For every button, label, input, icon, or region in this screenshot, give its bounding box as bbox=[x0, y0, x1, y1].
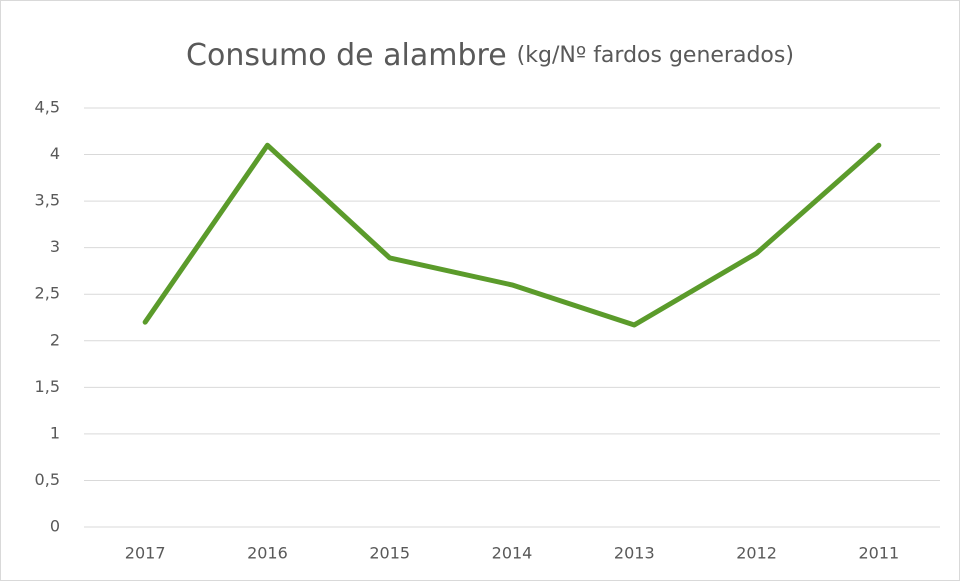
y-tick-label: 3,5 bbox=[35, 191, 60, 210]
x-tick-label: 2015 bbox=[369, 544, 410, 563]
title-sub: (kg/Nº fardos generados) bbox=[517, 43, 794, 68]
y-tick-label: 1 bbox=[50, 423, 60, 442]
x-tick-label: 2012 bbox=[736, 544, 777, 563]
y-tick-label: 4 bbox=[50, 144, 60, 163]
x-tick-label: 2014 bbox=[492, 544, 533, 563]
y-tick-label: 2 bbox=[50, 330, 60, 349]
x-tick-label: 2011 bbox=[858, 544, 899, 563]
y-tick-label: 2,5 bbox=[35, 284, 60, 303]
x-tick-label: 2017 bbox=[125, 544, 166, 563]
y-tick-label: 4,5 bbox=[35, 98, 60, 117]
data-line bbox=[142, 142, 882, 328]
y-tick-label: 0,5 bbox=[35, 470, 60, 489]
x-tick-label: 2013 bbox=[614, 544, 655, 563]
y-tick-label: 0 bbox=[50, 517, 60, 536]
y-tick-label: 3 bbox=[50, 237, 60, 256]
y-tick-label: 1,5 bbox=[35, 377, 60, 396]
title-main: Consumo de alambre bbox=[186, 38, 507, 73]
x-tick-label: 2016 bbox=[247, 544, 288, 563]
chart-title: Consumo de alambre (kg/Nº fardos generado… bbox=[186, 38, 794, 73]
